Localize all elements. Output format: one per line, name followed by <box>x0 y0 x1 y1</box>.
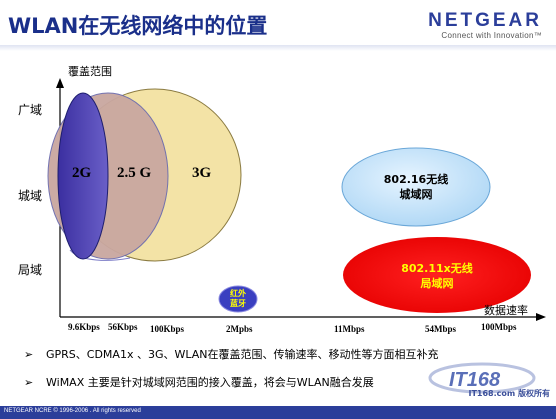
ellipse-infrared-bluetooth <box>218 285 258 313</box>
netgear-logo: NETGEAR Connect with Innovation™ <box>428 10 542 40</box>
brand-tagline: Connect with Innovation™ <box>441 31 542 40</box>
bullet-text: GPRS、CDMA1x 、3G、WLAN在覆盖范围、传输速率、移动性等方面相互补… <box>46 348 439 361</box>
label-802-16-line2: 城域网 <box>399 188 433 201</box>
label-bluetooth: 蓝牙 <box>230 299 246 308</box>
brand-name: NETGEAR <box>428 10 542 31</box>
y-tick-wide-area: 广域 <box>18 103 43 117</box>
arrow-bullet-icon: ➢ <box>24 375 34 389</box>
y-axis-label: 覆盖范围 <box>68 65 112 78</box>
arrow-bullet-icon: ➢ <box>24 347 34 361</box>
label-802-16: 802.16无线 城域网 <box>374 172 458 202</box>
y-tick-metro-area: 城域 <box>18 189 43 203</box>
watermark-site: IT168.com 版权所有 <box>468 389 550 398</box>
bullet-list: ➢ GPRS、CDMA1x 、3G、WLAN在覆盖范围、传输速率、移动性等方面相… <box>24 346 439 402</box>
label-802-16-line1: 802.16无线 <box>383 173 449 186</box>
it168-watermark-logo: IT168 <box>428 362 536 394</box>
x-tick-54mbps: 54Mbps <box>425 324 457 334</box>
label-infrared-bluetooth: 红外 蓝牙 <box>224 289 252 309</box>
x-tick-11mbps: 11Mbps <box>334 324 365 334</box>
footer-copyright: NETGEAR NCRE © 1996-2006 . All rights re… <box>4 408 141 414</box>
x-tick-9-6kbps: 9.6Kbps <box>68 322 100 332</box>
x-axis-arrow <box>536 313 546 321</box>
label-2-5g: 2.5 G <box>117 165 152 181</box>
x-tick-56kbps: 56Kbps <box>108 322 138 332</box>
ellipse-802-16 <box>341 147 491 227</box>
label-802-11x: 802.11x无线 局域网 <box>394 261 480 291</box>
label-802-11x-line1: 802.11x无线 <box>401 262 473 275</box>
label-2g: 2G <box>72 165 92 181</box>
y-axis-arrow <box>56 78 64 88</box>
x-tick-2mpbs: 2Mpbs <box>226 324 253 334</box>
footer-bar: NETGEAR NCRE © 1996-2006 . All rights re… <box>0 406 556 419</box>
list-item: ➢ GPRS、CDMA1x 、3G、WLAN在覆盖范围、传输速率、移动性等方面相… <box>24 346 439 362</box>
y-tick-local-area: 局域 <box>18 263 43 277</box>
x-tick-100kbps: 100Kbps <box>150 324 185 334</box>
label-infrared: 红外 <box>230 289 246 298</box>
label-3g: 3G <box>192 165 212 181</box>
page-title: WLAN在无线网络中的位置 <box>8 14 268 38</box>
x-axis-label: 数据速率 <box>484 304 528 317</box>
watermark-logo-text: IT168 <box>449 369 501 391</box>
ellipse-2g <box>57 92 109 260</box>
bullet-text: WiMAX 主要是针对城域网范围的接入覆盖，将会与WLAN融合发展 <box>46 376 374 389</box>
ellipse-802-11x <box>343 237 531 313</box>
header-divider <box>0 45 556 51</box>
list-item: ➢ WiMAX 主要是针对城域网范围的接入覆盖，将会与WLAN融合发展 <box>24 374 439 390</box>
label-802-11x-line2: 局域网 <box>420 277 454 290</box>
x-tick-100mbps: 100Mbps <box>481 322 517 332</box>
